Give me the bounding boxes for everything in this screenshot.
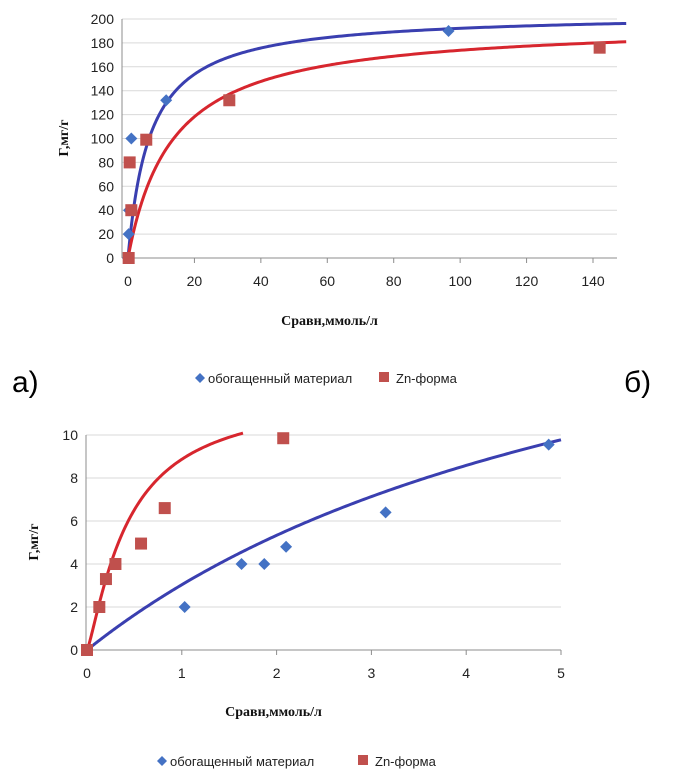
- chart-a: 0 20 40 60 80 100 120 140 160 180 200 0 20 40 60 80 100 1…: [57, 11, 627, 386]
- x-tick-label: 100: [448, 273, 472, 289]
- y-tick-label: 20: [98, 226, 114, 242]
- y-tick-label: 160: [91, 59, 115, 75]
- data-point-square: [158, 502, 171, 515]
- x-axis-label: Сравн,ммоль/л: [281, 314, 378, 329]
- y-tick-label: 0: [70, 642, 78, 658]
- x-tick-label: 60: [319, 273, 335, 289]
- data-point-diamond: [542, 438, 555, 451]
- data-point-square: [125, 204, 138, 217]
- data-point-diamond: [125, 132, 138, 145]
- legend-marker-square: [379, 372, 389, 382]
- data-point-diamond: [442, 24, 455, 37]
- data-point-square: [593, 41, 606, 54]
- y-tick-label: 60: [98, 178, 114, 194]
- data-point-square: [99, 573, 112, 586]
- data-point-diamond: [178, 601, 191, 613]
- x-tick-label: 3: [368, 665, 376, 681]
- y-tick-label: 140: [91, 83, 115, 99]
- x-tick-label: 0: [124, 273, 132, 289]
- y-tick-label: 0: [106, 250, 114, 266]
- y-axis-label: Г,мг/г: [57, 120, 72, 157]
- data-point-square: [81, 644, 93, 656]
- x-tick-label: 80: [386, 273, 402, 289]
- y-tick-label: 10: [62, 427, 78, 443]
- legend-marker-square: [358, 755, 368, 765]
- legend-label: Zn-форма: [375, 754, 437, 769]
- data-point-diamond: [379, 506, 392, 519]
- data-point-square: [140, 133, 153, 146]
- data-point-diamond: [280, 540, 293, 553]
- fit-curve-series-1: [85, 438, 562, 652]
- y-tick-label: 6: [70, 513, 78, 529]
- x-tick-label: 140: [581, 273, 605, 289]
- x-tick-label: 5: [557, 665, 565, 681]
- x-tick-label: 120: [515, 273, 539, 289]
- y-axis-label: Г,мг/г: [27, 524, 42, 561]
- panel-label-a: а): [12, 366, 39, 399]
- y-tick-label: 200: [91, 11, 115, 27]
- x-tick-label: 1: [178, 665, 186, 681]
- legend-label: обогащенный материал: [208, 371, 352, 386]
- y-tick-label: 120: [91, 107, 115, 123]
- x-tick-label: 2: [273, 665, 281, 681]
- data-point-square: [109, 558, 122, 570]
- y-tick-label: 40: [98, 202, 114, 218]
- x-axis-label: Сравн,ммоль/л: [225, 705, 322, 720]
- fit-curve-series-2: [126, 40, 627, 259]
- y-tick-label: 8: [70, 470, 78, 486]
- legend-label: Zn-форма: [396, 371, 458, 386]
- y-tick-label: 2: [70, 599, 78, 615]
- panel-label-b: б): [624, 366, 651, 399]
- data-point-diamond: [160, 94, 173, 107]
- x-tick-label: 0: [83, 665, 91, 681]
- fit-curve-series-2: [85, 431, 244, 652]
- fit-curve-series-1: [126, 21, 627, 259]
- data-point-square: [277, 432, 290, 445]
- data-point-square: [135, 537, 148, 550]
- x-tick-label: 20: [187, 273, 203, 289]
- legend-marker-diamond: [157, 756, 167, 766]
- data-point-square: [122, 252, 135, 264]
- legend-marker-diamond: [195, 373, 205, 383]
- y-tick-label: 180: [91, 35, 115, 51]
- data-point-square: [123, 156, 136, 169]
- x-tick-label: 4: [462, 665, 470, 681]
- y-tick-label: 100: [91, 131, 115, 147]
- data-point-square: [93, 601, 106, 613]
- data-point-diamond: [258, 558, 271, 570]
- y-tick-label: 4: [70, 556, 78, 572]
- data-point-diamond: [235, 558, 248, 570]
- data-point-square: [223, 94, 236, 107]
- chart-b: 0 2 4 6 8 10 0 1 2 3 4 5 Г,мг/г Сравн,ммоль/л обогащен…: [27, 427, 565, 769]
- x-tick-label: 40: [253, 273, 269, 289]
- data-point-diamond: [122, 228, 135, 241]
- y-tick-label: 80: [98, 154, 114, 170]
- legend-label: обогащенный материал: [170, 754, 314, 769]
